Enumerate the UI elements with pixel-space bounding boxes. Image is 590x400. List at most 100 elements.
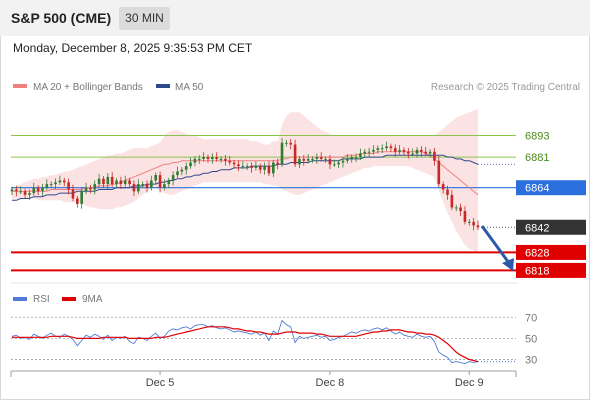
candle-body xyxy=(76,198,79,204)
candle-body xyxy=(454,207,458,209)
level-label-bg xyxy=(516,262,586,278)
candle-body xyxy=(398,149,401,152)
candle-body xyxy=(232,162,236,165)
candle-body xyxy=(119,180,123,185)
level-label-bg xyxy=(516,244,586,260)
candle-body xyxy=(302,158,306,161)
rsi-line xyxy=(11,319,479,365)
candle-body xyxy=(393,148,397,152)
candle-body xyxy=(228,160,232,163)
candle-body xyxy=(19,191,23,193)
rsi-tick-label: 50 xyxy=(525,333,537,345)
candle-body xyxy=(45,184,49,188)
level-label: 6842 xyxy=(525,222,549,234)
candle-body xyxy=(437,160,441,185)
rsi-grid: 70 50 30 xyxy=(11,312,537,366)
candle-body xyxy=(41,187,44,192)
candle-body xyxy=(441,184,445,190)
candle-body xyxy=(306,158,310,161)
timeframe-badge[interactable]: 30 MIN xyxy=(119,7,170,30)
candle-body xyxy=(385,146,388,149)
rsi-legend-swatch xyxy=(13,297,27,301)
candle-body xyxy=(106,176,110,185)
candle-body xyxy=(258,166,262,170)
candle-body xyxy=(245,166,249,168)
candle-body xyxy=(80,191,83,204)
candle-body xyxy=(354,157,358,159)
candle-body xyxy=(411,153,414,155)
level-label: 6864 xyxy=(525,183,549,195)
candle-body xyxy=(298,158,301,165)
ma50-legend-swatch xyxy=(156,84,170,88)
candle-body xyxy=(36,187,40,192)
candle-body xyxy=(280,142,284,165)
chart-header: S&P 500 (CME) 30 MIN xyxy=(0,0,590,36)
candle-body xyxy=(311,158,314,160)
candle-body xyxy=(459,207,462,212)
candle-body xyxy=(171,175,175,181)
credit-text: Research © 2025 Trading Central xyxy=(431,82,580,93)
candle-body xyxy=(237,164,240,167)
candle-body xyxy=(285,142,288,144)
candle-body xyxy=(263,166,266,170)
candle-body xyxy=(28,193,31,195)
candle-body xyxy=(71,189,75,199)
candle-body xyxy=(102,178,105,185)
candle-body xyxy=(154,175,158,181)
candle-body xyxy=(389,146,393,149)
candle-body xyxy=(450,194,454,208)
x-axis: Dec 5 Dec 8 Dec 9 xyxy=(10,370,517,389)
candle-body xyxy=(367,151,371,153)
bollinger-legend-swatch xyxy=(13,84,27,88)
candle-body xyxy=(136,184,140,192)
candle-body xyxy=(276,162,279,165)
candle-body xyxy=(272,162,275,174)
candlesticks xyxy=(10,137,480,231)
candle-body xyxy=(215,157,218,159)
candle-body xyxy=(15,189,18,192)
candle-body xyxy=(446,189,449,195)
level-label: 6893 xyxy=(525,131,549,143)
level-label: 6881 xyxy=(525,152,549,164)
candle-body xyxy=(202,157,205,159)
candle-body xyxy=(476,225,480,228)
candle-body xyxy=(67,182,70,190)
x-axis-tick-label: Dec 8 xyxy=(316,377,345,389)
candle-body xyxy=(224,158,227,161)
candle-body xyxy=(363,151,367,154)
candle-body xyxy=(428,151,432,154)
candle-body xyxy=(132,184,136,192)
rsi-ma-line xyxy=(12,326,479,363)
candle-body xyxy=(176,171,179,176)
candle-body xyxy=(346,158,349,161)
candle-body xyxy=(250,166,253,168)
x-axis-tick-label: Dec 5 xyxy=(146,377,175,389)
rsi-legend-label: RSI xyxy=(33,294,50,305)
candle-body xyxy=(23,191,27,195)
level-label-bg xyxy=(516,180,586,196)
candle-body xyxy=(219,158,223,160)
rsi-tick-label: 30 xyxy=(525,354,537,366)
candle-body xyxy=(289,142,293,145)
bollinger-legend-label: MA 20 + Bollinger Bands xyxy=(33,82,143,93)
candle-body xyxy=(254,166,258,168)
candle-body xyxy=(89,187,92,190)
candle-body xyxy=(206,157,210,159)
candle-body xyxy=(359,153,362,158)
rsi-ma-legend-label: 9MA xyxy=(82,294,103,305)
level-label: 6818 xyxy=(525,265,549,277)
candle-body xyxy=(110,176,114,185)
candle-body xyxy=(420,149,423,152)
candle-body xyxy=(97,178,101,185)
candle-body xyxy=(158,175,162,188)
candle-body xyxy=(372,149,375,152)
level-label: 6828 xyxy=(525,247,549,259)
candle-body xyxy=(180,169,184,172)
forecast-arrow xyxy=(480,225,514,271)
candle-body xyxy=(62,180,66,183)
candle-body xyxy=(93,184,97,190)
bollinger-band xyxy=(12,108,478,253)
candle-body xyxy=(380,148,384,150)
ma50-legend-label: MA 50 xyxy=(175,82,204,93)
candle-body xyxy=(424,151,428,154)
